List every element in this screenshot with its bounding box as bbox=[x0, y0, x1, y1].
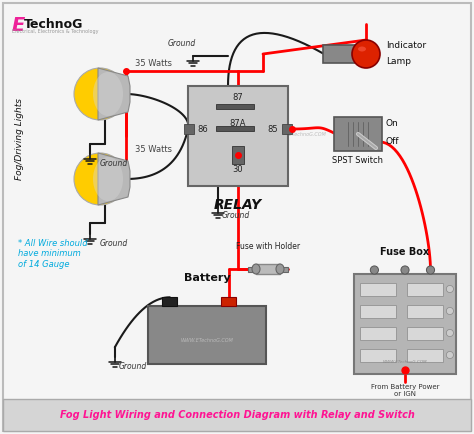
Bar bbox=[360, 349, 396, 362]
Text: Ground: Ground bbox=[168, 39, 196, 48]
Text: WWW.ETechnoG.COM: WWW.ETechnoG.COM bbox=[181, 338, 233, 343]
Text: Off: Off bbox=[386, 138, 400, 147]
Ellipse shape bbox=[352, 40, 380, 68]
Ellipse shape bbox=[93, 157, 123, 201]
Text: Fog Light Wiring and Connection Diagram with Relay and Switch: Fog Light Wiring and Connection Diagram … bbox=[60, 410, 414, 420]
Text: Ground: Ground bbox=[222, 211, 250, 220]
Text: 86: 86 bbox=[198, 125, 209, 134]
Ellipse shape bbox=[74, 153, 126, 205]
Text: Lamp: Lamp bbox=[386, 57, 411, 66]
Circle shape bbox=[447, 329, 454, 337]
Text: SPST Switch: SPST Switch bbox=[332, 156, 383, 165]
Bar bbox=[354, 274, 456, 374]
Text: Indicator: Indicator bbox=[386, 42, 426, 50]
Polygon shape bbox=[98, 153, 130, 205]
Ellipse shape bbox=[252, 264, 260, 274]
Bar bbox=[360, 283, 396, 296]
Ellipse shape bbox=[74, 68, 126, 120]
Text: Fuse with Holder: Fuse with Holder bbox=[236, 242, 300, 251]
FancyBboxPatch shape bbox=[334, 117, 382, 151]
Text: TechnoG: TechnoG bbox=[24, 18, 83, 31]
Bar bbox=[232, 146, 244, 164]
Text: E: E bbox=[12, 16, 26, 35]
Ellipse shape bbox=[276, 264, 284, 274]
Bar bbox=[148, 306, 266, 364]
Ellipse shape bbox=[93, 72, 123, 116]
Bar bbox=[216, 125, 254, 131]
Bar bbox=[3, 399, 471, 431]
Text: From Battery Power
or IGN: From Battery Power or IGN bbox=[371, 384, 439, 397]
Text: Ground: Ground bbox=[119, 362, 147, 372]
Text: 30: 30 bbox=[233, 164, 243, 174]
Text: Battery: Battery bbox=[184, 273, 230, 283]
Circle shape bbox=[447, 286, 454, 293]
Text: 35 Watts: 35 Watts bbox=[135, 59, 172, 69]
Bar bbox=[221, 297, 237, 306]
Text: Fuse Box: Fuse Box bbox=[381, 247, 429, 257]
Bar bbox=[216, 103, 254, 109]
Text: 85: 85 bbox=[268, 125, 278, 134]
Bar bbox=[248, 266, 256, 272]
Bar bbox=[407, 349, 443, 362]
Text: 87: 87 bbox=[233, 93, 243, 102]
Bar bbox=[407, 305, 443, 318]
Text: WWW.ETechnoG.COM: WWW.ETechnoG.COM bbox=[273, 132, 327, 137]
Circle shape bbox=[447, 307, 454, 315]
Text: Electrical, Electronics & Technology: Electrical, Electronics & Technology bbox=[12, 29, 99, 34]
Text: RELAY: RELAY bbox=[214, 198, 262, 212]
Text: Ground: Ground bbox=[100, 159, 128, 168]
Circle shape bbox=[427, 266, 435, 274]
Bar bbox=[184, 124, 194, 134]
Text: On: On bbox=[386, 119, 399, 128]
Text: 35 Watts: 35 Watts bbox=[135, 145, 172, 154]
Text: 87A: 87A bbox=[230, 118, 246, 128]
Ellipse shape bbox=[358, 46, 366, 52]
Bar bbox=[256, 264, 280, 274]
Text: * All Wire should
have minimum
of 14 Gauge: * All Wire should have minimum of 14 Gau… bbox=[18, 239, 88, 269]
Circle shape bbox=[370, 266, 378, 274]
Circle shape bbox=[447, 352, 454, 358]
Text: Fog/Driving Lights: Fog/Driving Lights bbox=[16, 98, 25, 180]
Bar bbox=[280, 266, 288, 272]
Bar bbox=[407, 283, 443, 296]
Bar bbox=[407, 327, 443, 340]
Circle shape bbox=[401, 266, 409, 274]
Bar bbox=[162, 297, 177, 306]
Bar bbox=[360, 305, 396, 318]
Bar bbox=[282, 124, 292, 134]
Polygon shape bbox=[98, 68, 130, 120]
FancyBboxPatch shape bbox=[323, 45, 355, 63]
FancyBboxPatch shape bbox=[188, 86, 288, 186]
Text: WWW.ETechnoG.COM: WWW.ETechnoG.COM bbox=[383, 360, 427, 364]
Text: Ground: Ground bbox=[100, 239, 128, 248]
Bar bbox=[360, 327, 396, 340]
